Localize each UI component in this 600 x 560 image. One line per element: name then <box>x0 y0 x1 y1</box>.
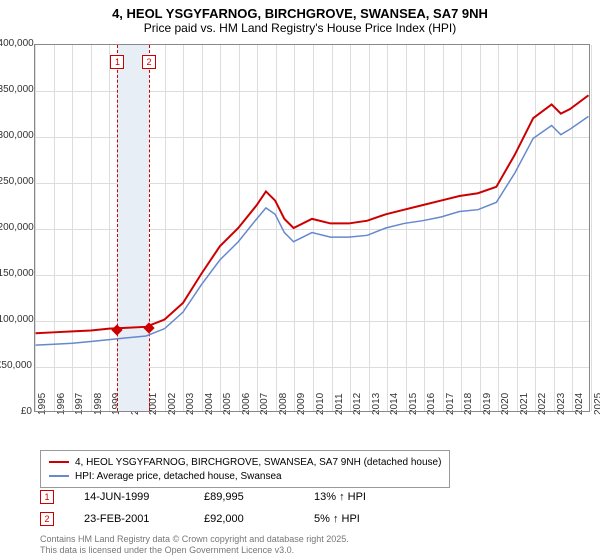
sale-row: 2 23-FEB-2001 £92,000 5% ↑ HPI <box>40 512 360 526</box>
chart-title: 4, HEOL YSGYFARNOG, BIRCHGROVE, SWANSEA,… <box>0 0 600 21</box>
legend-swatch <box>49 475 69 477</box>
legend-label: 4, HEOL YSGYFARNOG, BIRCHGROVE, SWANSEA,… <box>75 457 441 468</box>
sale-delta: 13% ↑ HPI <box>314 491 366 503</box>
sale-row: 1 14-JUN-1999 £89,995 13% ↑ HPI <box>40 490 366 504</box>
sale-date: 14-JUN-1999 <box>84 491 174 503</box>
sale-marker-icon: 1 <box>40 490 54 504</box>
line-plot <box>35 45 589 411</box>
legend-item: HPI: Average price, detached house, Swan… <box>49 469 441 483</box>
footer-line: Contains HM Land Registry data © Crown c… <box>40 534 349 545</box>
plot-area: 12 <box>34 44 590 412</box>
chart-subtitle: Price paid vs. HM Land Registry's House … <box>0 21 600 39</box>
sale-price: £89,995 <box>204 491 284 503</box>
legend-item: 4, HEOL YSGYFARNOG, BIRCHGROVE, SWANSEA,… <box>49 455 441 469</box>
sale-date: 23-FEB-2001 <box>84 513 174 525</box>
legend-label: HPI: Average price, detached house, Swan… <box>75 471 282 482</box>
sale-marker-icon: 2 <box>40 512 54 526</box>
sale-price: £92,000 <box>204 513 284 525</box>
footer-line: This data is licensed under the Open Gov… <box>40 545 349 556</box>
footer-attribution: Contains HM Land Registry data © Crown c… <box>40 534 349 556</box>
legend-swatch <box>49 461 69 463</box>
legend: 4, HEOL YSGYFARNOG, BIRCHGROVE, SWANSEA,… <box>40 450 450 488</box>
sale-delta: 5% ↑ HPI <box>314 513 360 525</box>
chart-container: 4, HEOL YSGYFARNOG, BIRCHGROVE, SWANSEA,… <box>0 0 600 560</box>
